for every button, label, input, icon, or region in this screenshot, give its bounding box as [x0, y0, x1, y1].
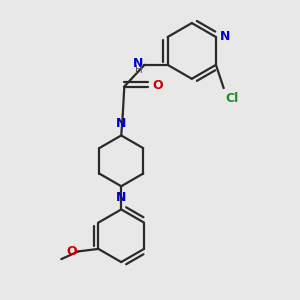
Text: N: N	[133, 57, 143, 70]
Text: O: O	[152, 79, 163, 92]
Text: N: N	[116, 117, 126, 130]
Text: N: N	[220, 31, 231, 44]
Text: H: H	[135, 65, 143, 75]
Text: N: N	[116, 191, 126, 205]
Text: Cl: Cl	[225, 92, 238, 105]
Text: O: O	[66, 244, 77, 258]
